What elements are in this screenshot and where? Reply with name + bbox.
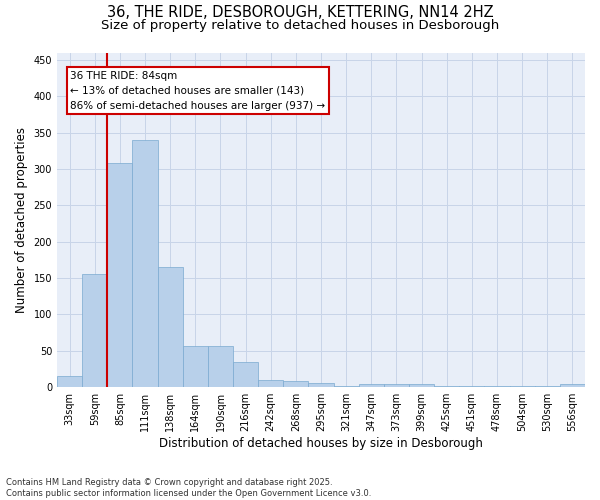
Text: Size of property relative to detached houses in Desborough: Size of property relative to detached ho…	[101, 19, 499, 32]
Bar	[434, 386, 459, 387]
Bar	[183, 346, 208, 387]
Text: 36, THE RIDE, DESBOROUGH, KETTERING, NN14 2HZ: 36, THE RIDE, DESBOROUGH, KETTERING, NN1…	[107, 5, 493, 20]
Bar	[560, 384, 585, 387]
Bar	[509, 386, 535, 387]
Bar	[107, 163, 133, 387]
Bar	[484, 386, 509, 387]
Bar	[334, 386, 359, 387]
Bar	[233, 362, 258, 387]
Bar	[359, 384, 384, 387]
Y-axis label: Number of detached properties: Number of detached properties	[15, 127, 28, 313]
Bar	[208, 346, 233, 387]
Text: 36 THE RIDE: 84sqm
← 13% of detached houses are smaller (143)
86% of semi-detach: 36 THE RIDE: 84sqm ← 13% of detached hou…	[70, 71, 325, 110]
Bar	[133, 140, 158, 387]
Bar	[409, 384, 434, 387]
Bar	[459, 386, 484, 387]
Bar	[384, 384, 409, 387]
X-axis label: Distribution of detached houses by size in Desborough: Distribution of detached houses by size …	[159, 437, 483, 450]
Text: Contains HM Land Registry data © Crown copyright and database right 2025.
Contai: Contains HM Land Registry data © Crown c…	[6, 478, 371, 498]
Bar	[82, 274, 107, 387]
Bar	[535, 386, 560, 387]
Bar	[283, 382, 308, 387]
Bar	[258, 380, 283, 387]
Bar	[158, 267, 183, 387]
Bar	[57, 376, 82, 387]
Bar	[308, 383, 334, 387]
